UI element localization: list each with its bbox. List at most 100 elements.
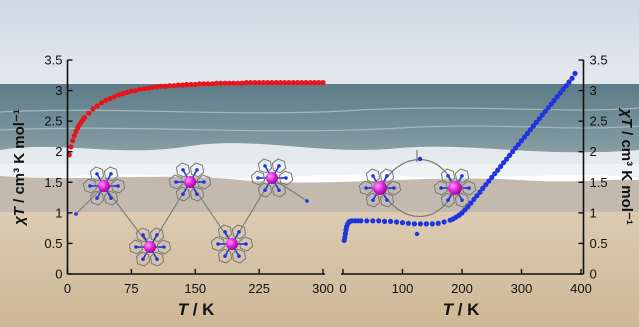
right-data-point [441,219,447,225]
right-data-point [545,105,551,111]
left-data-point [231,80,237,86]
right-data-point [536,116,543,122]
dinuclear-molecular-structure [358,150,477,237]
left-y-tick-label: 1.5 [44,175,62,190]
right-data-point [411,221,417,227]
left-data-point [175,82,181,88]
right-data-point [468,200,474,206]
right-data-point [509,149,516,155]
left-data-point [239,80,245,86]
right-data-point [465,204,471,210]
left-data-point [128,88,134,94]
left-data-point [99,100,105,106]
right-data-point [557,90,563,96]
right-data-point [399,220,406,226]
right-data-point [515,141,522,147]
left-data-point [111,94,117,100]
right-data-point [495,167,501,173]
right-data-point [486,178,492,184]
left-data-point [294,80,301,86]
right-data-point [548,101,554,107]
left-data-point [158,83,164,89]
left-data-point [213,80,220,86]
right-y-tick-label: 2 [590,144,597,159]
left-data-point [243,80,249,86]
right-data-point [417,221,423,227]
left-data-point [184,81,190,88]
chart-right: 0 0.5 1 1.5 2 2.5 3 3.5 0 100 200 300 400 T / K χT … [339,53,635,320]
chain-molecular-structure [74,158,309,267]
right-data-point [572,70,578,77]
right-data-point [429,221,435,227]
left-data-point [282,80,288,86]
right-data-point [376,218,382,224]
right-y-tick-label: 0.5 [590,236,608,251]
left-data-point [192,81,198,88]
left-x-tick-label: 300 [312,281,334,296]
left-data-point [218,80,224,86]
right-data-point [554,94,560,100]
right-y-tick-label: 0 [590,267,597,282]
left-data-point [260,80,266,86]
right-data-point [501,160,507,166]
left-data-point [171,83,177,89]
left-data-point [316,80,322,86]
right-y-tick-label: 2.5 [590,114,608,129]
right-data-point [364,218,370,224]
left-data-point [137,86,143,92]
right-y-tick-label: 3.5 [590,53,608,68]
right-data-point [518,138,525,144]
right-data-point [382,218,388,224]
right-y-tick-label: 1 [590,205,597,220]
left-data-point [209,81,215,87]
right-data-point [521,134,528,140]
right-data-point [524,130,531,136]
series-left-points [66,80,326,158]
right-data-point [560,86,566,92]
right-data-point [504,156,510,162]
right-data-point [512,145,519,151]
left-y-tick-label: 2.5 [44,114,62,129]
left-data-point [68,144,74,150]
right-x-axis-label: T / K [443,300,481,319]
left-data-point [256,80,262,86]
left-data-point [235,80,241,86]
left-data-point [145,85,151,91]
surf-foam [0,143,639,179]
left-x-tick-label: 0 [64,281,71,296]
series-right-points [341,70,578,243]
right-data-point [435,220,441,226]
left-data-point [116,92,122,98]
left-data-point [273,80,279,86]
left-data-point [188,81,194,88]
left-data-point [277,80,283,86]
left-y-ticks: 0 0.5 1 1.5 2 2.5 3 3.5 [44,53,73,282]
left-data-point [307,80,313,86]
left-data-point [71,133,77,139]
left-data-point [81,114,88,121]
left-data-point [94,103,100,109]
right-data-point [569,75,575,81]
right-data-point [394,219,400,225]
right-data-point [388,218,394,224]
left-data-point [265,80,271,86]
right-x-tick-label: 100 [392,281,414,296]
left-data-point [107,95,113,102]
left-x-tick-label: 75 [124,281,138,296]
right-y-tick-label: 3 [590,83,597,98]
right-data-point [551,97,557,103]
left-data-point [103,97,109,103]
right-data-point [405,220,411,226]
sand [0,212,639,327]
right-data-point [539,112,545,118]
left-y-tick-label: 3 [55,83,62,98]
left-y-tick-label: 0.5 [44,236,62,251]
left-x-ticks: 0 75 150 225 300 [64,269,334,296]
right-data-point [477,189,483,195]
left-data-point [179,82,186,88]
right-data-point [533,119,540,125]
left-data-point [167,83,173,89]
right-data-point [423,221,429,227]
right-y-tick-label: 1.5 [590,175,608,190]
